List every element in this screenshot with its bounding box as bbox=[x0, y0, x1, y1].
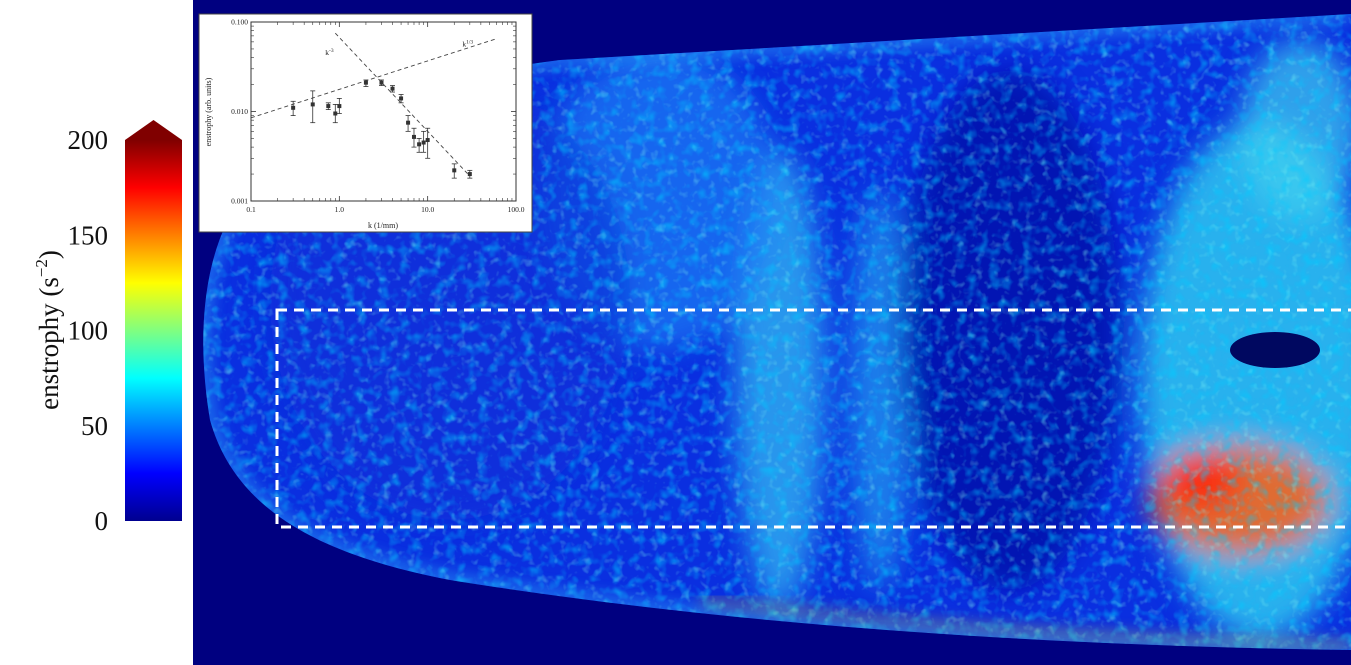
field-void bbox=[1230, 332, 1320, 368]
inset-y-axis-label: enstrophy (arb. units) bbox=[204, 77, 213, 146]
inset-reference-lines: k1/3 k-3 bbox=[250, 32, 497, 177]
inset-data-point bbox=[417, 142, 422, 147]
colorbar-tick-label: 200 bbox=[68, 125, 109, 155]
inset-x-axis-label: k (1/mm) bbox=[368, 221, 398, 230]
inset-data-point bbox=[399, 96, 404, 101]
inset-reference-line-label: k1/3 bbox=[462, 40, 473, 49]
enstrophy-field-heatmap bbox=[193, 0, 1351, 665]
colorbar-tick-label: 0 bbox=[95, 506, 109, 536]
inset-reference-line bbox=[334, 32, 471, 177]
inset-data-point bbox=[363, 80, 368, 85]
inset-data-point bbox=[337, 104, 342, 109]
inset-y-tick-label: 0.010 bbox=[231, 107, 248, 116]
colorbar-tick-label: 100 bbox=[68, 316, 109, 346]
inset-data-points bbox=[290, 79, 473, 179]
inset-panel bbox=[198, 13, 533, 233]
inset-reference-line bbox=[250, 38, 497, 119]
field-flow-region bbox=[203, 14, 1351, 650]
inset-data-point bbox=[421, 140, 426, 145]
inset-y-tick-label: 0.001 bbox=[231, 197, 248, 206]
inset-data-point bbox=[379, 80, 384, 85]
inset-data-point bbox=[310, 102, 315, 107]
inset-y-tick-label: 0.100 bbox=[231, 18, 248, 27]
colorbar-gradient bbox=[125, 140, 182, 521]
inset-ticks: 0.1 1.0 10.0 100.0 0.001 0.010 0.100 bbox=[231, 18, 525, 215]
inset-data-point bbox=[452, 168, 457, 173]
inset-data-point bbox=[406, 120, 411, 125]
inset-data-point bbox=[425, 138, 430, 143]
inset-x-tick-label: 100.0 bbox=[508, 205, 525, 214]
inset-data-point bbox=[411, 134, 416, 139]
inset-x-tick-label: 0.1 bbox=[246, 205, 256, 214]
colorbar-extend-arrow bbox=[125, 120, 182, 140]
region-of-interest-box bbox=[275, 308, 1351, 529]
colorbar-label: enstrophy (s−2) bbox=[32, 250, 64, 410]
colorbar-tick-label: 50 bbox=[81, 411, 108, 441]
inset-data-point bbox=[467, 172, 472, 177]
inset-data-point bbox=[291, 105, 296, 110]
inset-reference-line-label: k-3 bbox=[325, 48, 334, 57]
colorbar-tick-label: 150 bbox=[68, 220, 109, 250]
colorbar: 0 50 100 150 200 enstrophy (s−2) bbox=[32, 120, 182, 536]
inset-x-tick-label: 1.0 bbox=[335, 205, 345, 214]
inset-spectrum-plot: 0.1 1.0 10.0 100.0 0.001 0.010 0.100 k1/3 k-3 k… bbox=[198, 13, 533, 233]
inset-x-tick-label: 10.0 bbox=[421, 205, 434, 214]
inset-data-point bbox=[326, 104, 331, 109]
inset-data-point bbox=[390, 86, 395, 91]
inset-data-point bbox=[333, 111, 338, 116]
colorbar-ticks: 0 50 100 150 200 bbox=[68, 125, 109, 536]
